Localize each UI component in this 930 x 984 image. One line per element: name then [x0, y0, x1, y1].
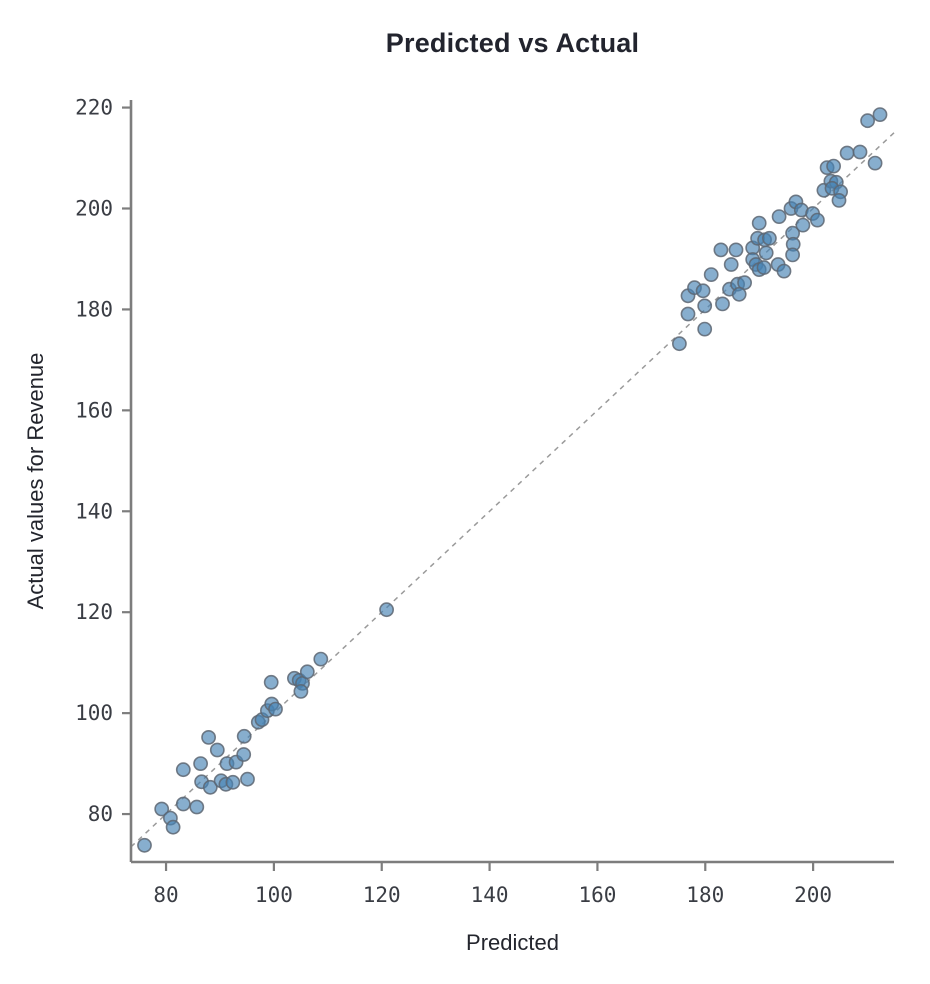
data-point — [299, 664, 315, 680]
data-point — [728, 242, 744, 258]
data-point — [202, 779, 218, 795]
data-point — [839, 145, 855, 161]
y-tick-label: 100 — [75, 701, 113, 725]
x-tick-label: 200 — [794, 883, 832, 907]
data-point — [762, 230, 777, 246]
data-point — [831, 192, 847, 208]
data-point — [723, 257, 739, 272]
x-tick-label: 100 — [255, 883, 293, 907]
y-tick-label: 120 — [75, 600, 113, 624]
data-point — [785, 247, 800, 263]
data-point — [731, 286, 747, 302]
data-point — [860, 113, 875, 129]
data-point — [189, 799, 205, 815]
data-point — [293, 684, 309, 699]
data-point — [795, 217, 811, 233]
y-tick-label: 220 — [75, 96, 113, 120]
data-point — [225, 774, 241, 790]
data-point — [715, 296, 730, 312]
x-tick-label: 80 — [153, 883, 178, 907]
x-axis-label: Predicted — [466, 930, 559, 955]
data-point — [236, 728, 252, 744]
data-point — [713, 242, 729, 258]
data-point — [852, 144, 868, 160]
data-point — [826, 158, 841, 174]
data-point — [201, 730, 216, 745]
y-tick-label: 140 — [75, 499, 113, 523]
data-point — [680, 306, 696, 322]
x-tick-label: 160 — [578, 883, 616, 907]
data-point — [758, 245, 774, 261]
x-tick-label: 120 — [363, 883, 401, 907]
data-point — [810, 212, 825, 228]
data-point — [751, 215, 767, 231]
data-point — [268, 701, 283, 717]
data-point — [703, 267, 719, 282]
data-point — [165, 819, 181, 835]
data-point — [379, 602, 394, 618]
data-point — [236, 747, 252, 762]
data-point — [776, 263, 792, 279]
data-point — [672, 336, 687, 352]
y-tick-label: 80 — [88, 802, 113, 826]
x-tick-label: 140 — [471, 883, 509, 907]
data-point — [193, 756, 208, 771]
data-point — [175, 762, 191, 778]
data-point — [209, 742, 225, 758]
x-tick-label: 180 — [686, 883, 724, 907]
data-point — [240, 771, 255, 787]
data-point — [867, 155, 883, 171]
data-point — [154, 801, 170, 817]
data-point — [697, 298, 713, 314]
data-point — [771, 209, 787, 224]
y-tick-label: 180 — [75, 297, 113, 321]
data-point — [695, 283, 711, 299]
y-tick-label: 200 — [75, 196, 113, 220]
data-point — [756, 260, 772, 275]
chart-title: Predicted vs Actual — [385, 28, 640, 58]
data-point — [263, 674, 279, 690]
data-point — [697, 321, 713, 337]
y-axis-label: Actual values for Revenue — [23, 352, 48, 610]
y-tick-label: 160 — [75, 398, 113, 422]
data-point — [872, 107, 888, 122]
data-point — [175, 796, 191, 812]
data-point — [137, 837, 152, 853]
data-point — [313, 651, 329, 667]
